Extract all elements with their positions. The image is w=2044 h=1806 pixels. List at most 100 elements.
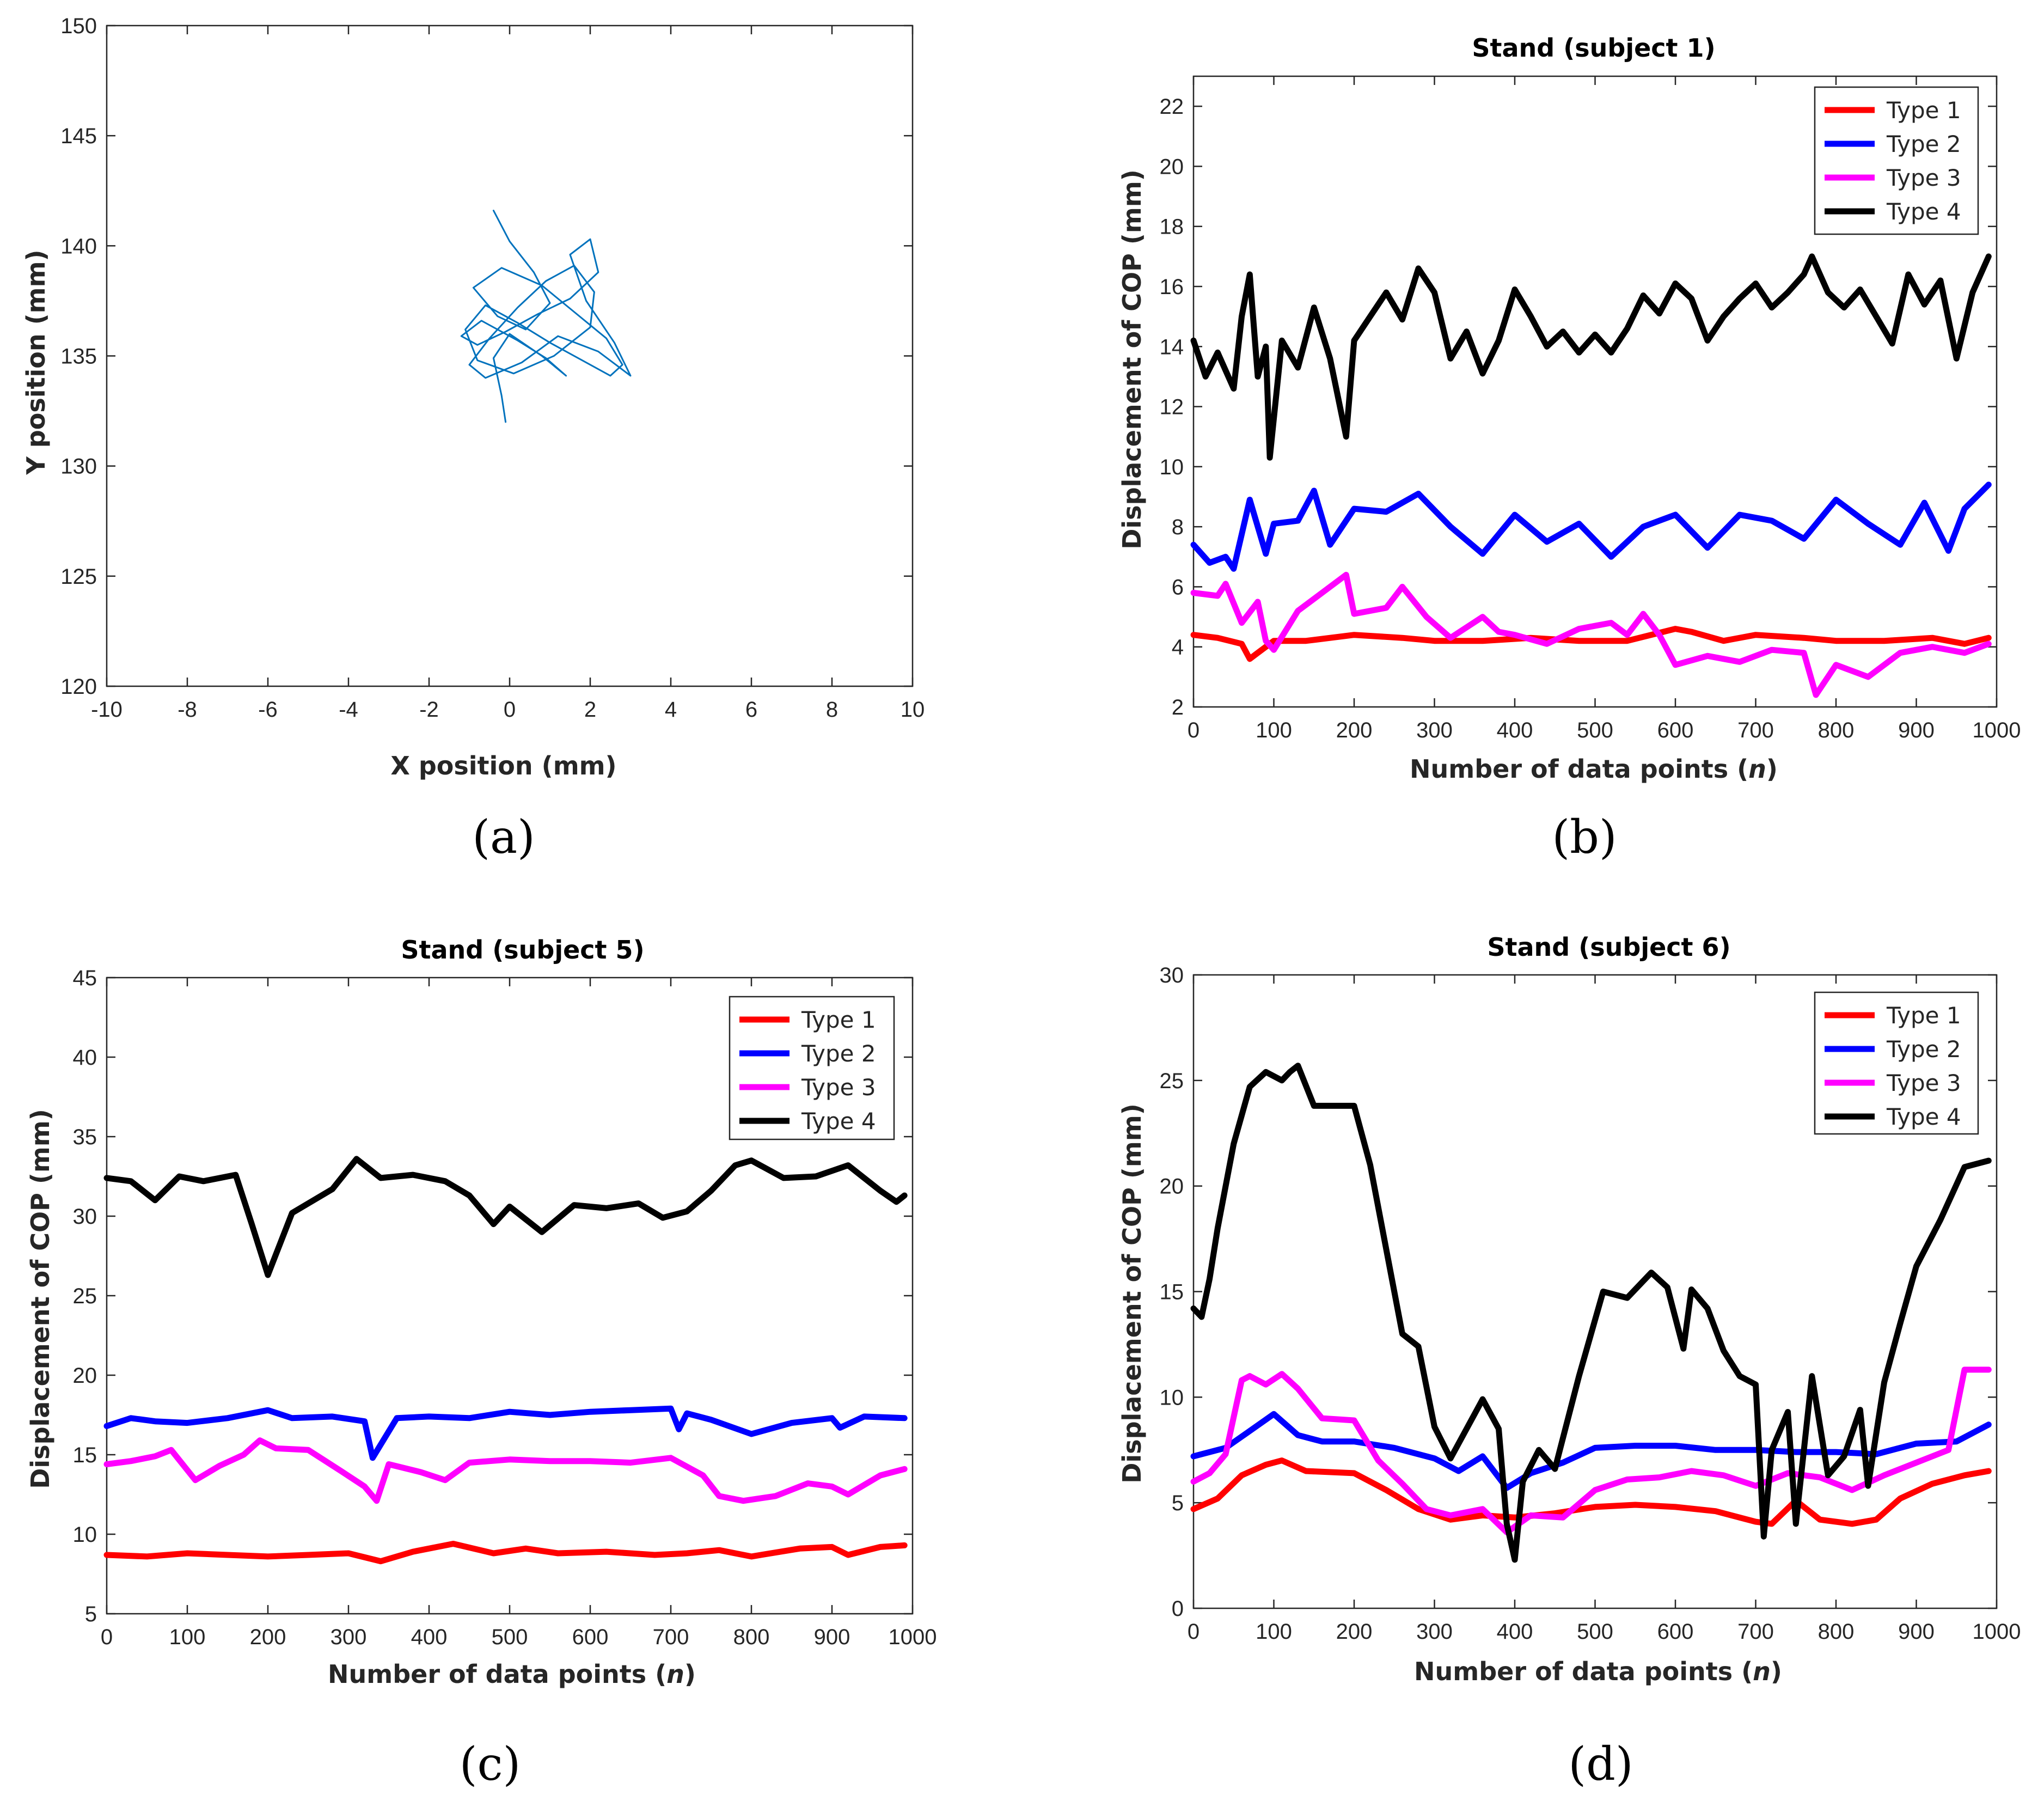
y-axis-label: Displacement of COP (mm) (1117, 1103, 1147, 1484)
x-tick-label: -2 (419, 698, 439, 722)
y-tick-label: 8 (1172, 515, 1184, 539)
y-tick-label: 20 (1160, 155, 1184, 179)
x-tick-label: 300 (331, 1625, 367, 1649)
x-tick-label: 900 (1898, 718, 1935, 742)
x-axis-label-end: ) (684, 1659, 696, 1689)
x-tick-label: 0 (1188, 1620, 1200, 1644)
chart-title: Stand (subject 1) (1472, 33, 1715, 63)
panel-c-series (103, 1156, 908, 1565)
chart-title: Stand (subject 5) (401, 935, 644, 965)
legend-entry: Type 1 (1886, 97, 1961, 124)
x-tick-label: 700 (1737, 718, 1774, 742)
x-axis-label-end: ) (1771, 1657, 1782, 1686)
series-line-type-3 (103, 1437, 908, 1504)
x-axis-label-variable: n (1753, 1657, 1771, 1686)
y-tick-label: 140 (60, 234, 97, 258)
series-line-type-4 (103, 1156, 908, 1278)
series-line-type-2 (1190, 481, 1992, 572)
series-line-type-4 (1190, 1063, 1992, 1563)
x-tick-label: 8 (826, 698, 838, 722)
x-tick-label: 800 (1818, 1620, 1855, 1644)
x-tick-label: 600 (1657, 718, 1694, 742)
legend-entry: Type 3 (801, 1074, 876, 1101)
x-axis-label-variable: n (1748, 754, 1766, 784)
legend-entry: Type 4 (1886, 1103, 1961, 1130)
series-line-cop-trajectory (460, 210, 632, 423)
panel-a-axes: -10 -8 -6 -4 -2 0 2 4 6 8 10 120 125 130 135 140 145 150 (60, 14, 925, 722)
y-tick-label: 30 (1160, 963, 1184, 987)
y-tick-label: 120 (60, 675, 97, 699)
x-tick-label: 500 (1577, 718, 1613, 742)
y-tick-label: 15 (1160, 1280, 1184, 1304)
x-tick-label: 100 (1256, 718, 1292, 742)
legend-entry: Type 3 (1886, 164, 1961, 191)
legend-entry: Type 2 (1886, 131, 1961, 157)
y-tick-label: 4 (1172, 636, 1184, 660)
x-axis-label: Number of data points (n) (1414, 1657, 1782, 1686)
x-tick-label: 700 (1737, 1620, 1774, 1644)
y-tick-label: 18 (1160, 215, 1184, 239)
x-tick-label: 300 (1416, 718, 1453, 742)
x-tick-label: 100 (1256, 1620, 1292, 1644)
x-tick-label: -4 (339, 698, 358, 722)
panel-c: Stand (subject 5) 0 100 200 300 400 500 600 700… (26, 935, 937, 1791)
x-tick-label: 900 (814, 1625, 850, 1649)
x-tick-label: -8 (178, 698, 197, 722)
x-tick-label: 200 (1336, 1620, 1373, 1644)
y-tick-label: 145 (60, 124, 97, 148)
x-tick-label: -6 (258, 698, 278, 722)
y-tick-label: 16 (1160, 275, 1184, 299)
x-tick-label: 1000 (1973, 1620, 2021, 1644)
y-tick-label: 25 (1160, 1069, 1184, 1093)
legend: Type 1 Type 2 Type 3 Type 4 (1814, 86, 1979, 235)
y-tick-label: 25 (73, 1284, 97, 1308)
y-tick-label: 2 (1172, 695, 1184, 719)
panel-b-series (1190, 253, 1992, 698)
panel-a-series (460, 210, 632, 423)
y-axis-label: Y position (mm) (21, 249, 51, 475)
x-tick-label: 10 (901, 698, 925, 722)
x-tick-label: 400 (1497, 1620, 1533, 1644)
x-tick-label: 6 (745, 698, 757, 722)
panel-b: Stand (subject 1) 0 100 200 300 400 500 600 700… (1117, 33, 2021, 864)
y-tick-label: 12 (1160, 395, 1184, 419)
x-axis-label-end: ) (1766, 754, 1778, 784)
legend: Type 1 Type 2 Type 3 Type 4 (1814, 991, 1979, 1135)
panel-d-series (1190, 1063, 1992, 1563)
legend-entry: Type 4 (801, 1108, 876, 1134)
y-tick-label: 6 (1172, 575, 1184, 599)
panel-caption: (c) (460, 1737, 521, 1791)
panel-caption: (a) (472, 810, 535, 864)
series-line-type-4 (1190, 253, 1992, 461)
x-tick-label: 1000 (889, 1625, 937, 1649)
x-tick-label: 0 (1188, 718, 1200, 742)
x-tick-label: 500 (1577, 1620, 1613, 1644)
x-tick-label: 600 (572, 1625, 609, 1649)
series-line-type-2 (103, 1405, 908, 1461)
x-tick-label: 800 (1818, 718, 1855, 742)
x-tick-label: 700 (653, 1625, 689, 1649)
y-tick-label: 40 (73, 1046, 97, 1070)
x-tick-label: 600 (1657, 1620, 1694, 1644)
legend-entry: Type 1 (1886, 1002, 1961, 1029)
x-axis-label: Number of data points (n) (328, 1659, 696, 1689)
legend-entry: Type 3 (1886, 1070, 1961, 1096)
panel-d: Stand (subject 6) 0 100 200 300 400 500 600 700… (1117, 932, 2021, 1791)
y-tick-label: 5 (85, 1602, 97, 1626)
x-tick-label: 900 (1898, 1620, 1935, 1644)
x-tick-label: 400 (411, 1625, 448, 1649)
x-axis-label: Number of data points (n) (1410, 754, 1778, 784)
y-tick-label: 45 (73, 966, 97, 990)
y-axis-label: Displacement of COP (mm) (26, 1109, 55, 1489)
x-tick-label: -10 (91, 698, 123, 722)
y-tick-label: 15 (73, 1443, 97, 1467)
x-tick-label: 0 (504, 698, 516, 722)
x-tick-label: 800 (733, 1625, 770, 1649)
y-tick-label: 5 (1172, 1491, 1184, 1515)
y-tick-label: 20 (73, 1364, 97, 1388)
y-tick-label: 22 (1160, 95, 1184, 119)
y-tick-label: 10 (73, 1523, 97, 1547)
panel-caption: (d) (1568, 1737, 1633, 1791)
